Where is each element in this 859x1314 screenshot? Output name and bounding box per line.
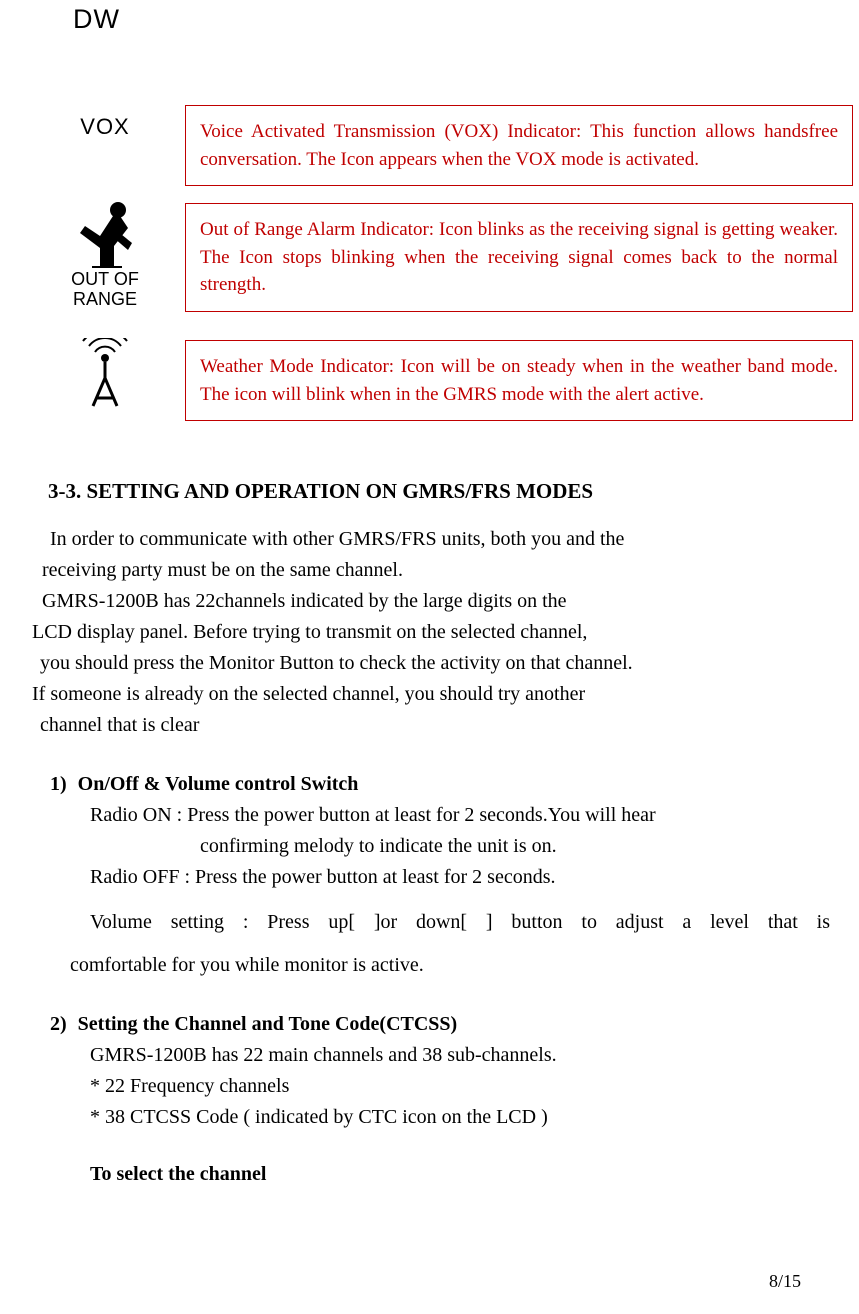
indicator-row-vox: VOX Voice Activated Transmission (VOX) I… [55, 105, 853, 186]
item2-line-2: * 22 Frequency channels [90, 1071, 822, 1102]
document-page: DW VOX Voice Activated Transmission (VOX… [0, 0, 859, 1314]
dw-label: DW [73, 0, 120, 39]
item1-line-3: Radio OFF : Press the power button at le… [90, 862, 822, 893]
section-heading: 3-3. SETTING AND OPERATION ON GMRS/FRS M… [48, 476, 593, 506]
intro-line-1: In order to communicate with other GMRS/… [50, 524, 822, 555]
vox-icon-block: VOX [55, 105, 155, 143]
person-signal-icon [70, 198, 140, 268]
intro-line-5: you should press the Monitor Button to c… [40, 648, 822, 679]
intro-line-6: If someone is already on the selected ch… [32, 679, 822, 710]
item1-volume-line-2: comfortable for you while monitor is act… [70, 950, 822, 981]
vox-icon: VOX [80, 111, 129, 143]
vox-description-box: Voice Activated Transmission (VOX) Indic… [185, 105, 853, 186]
intro-line-7: channel that is clear [40, 710, 822, 741]
weather-icon-block [55, 338, 155, 410]
out-of-range-label-line2: RANGE [73, 289, 137, 309]
intro-line-4: LCD display panel. Before trying to tran… [32, 617, 822, 648]
list-item-1: 1) On/Off & Volume control Switch Radio … [32, 769, 822, 981]
intro-line-2: receiving party must be on the same chan… [42, 555, 822, 586]
item2-number: 2) [50, 1009, 67, 1040]
section-body: In order to communicate with other GMRS/… [32, 524, 822, 1190]
page-number: 8/15 [769, 1268, 801, 1294]
out-of-range-label: OUT OF RANGE [71, 270, 139, 310]
select-channel-heading: To select the channel [90, 1159, 822, 1190]
out-of-range-label-line1: OUT OF [71, 269, 139, 289]
item2-title: Setting the Channel and Tone Code(CTCSS) [78, 1013, 458, 1035]
indicator-row-weather: Weather Mode Indicator: Icon will be on … [55, 338, 853, 421]
weather-description-box: Weather Mode Indicator: Icon will be on … [185, 340, 853, 421]
item1-line-2: confirming melody to indicate the unit i… [200, 831, 822, 862]
item1-line-1: Radio ON : Press the power button at lea… [90, 800, 822, 831]
item2-line-1: GMRS-1200B has 22 main channels and 38 s… [90, 1040, 822, 1071]
out-of-range-icon-block: OUT OF RANGE [55, 198, 155, 310]
indicator-row-out-of-range: OUT OF RANGE Out of Range Alarm Indicato… [55, 198, 853, 312]
item1-title: On/Off & Volume control Switch [78, 773, 359, 795]
intro-line-3: GMRS-1200B has 22channels indicated by t… [42, 586, 822, 617]
antenna-signal-icon [69, 338, 141, 410]
item2-line-3: * 38 CTCSS Code ( indicated by CTC icon … [90, 1102, 822, 1133]
out-of-range-description-box: Out of Range Alarm Indicator: Icon blink… [185, 203, 853, 312]
item1-number: 1) [50, 769, 67, 800]
item1-volume-line-1: Volume setting : Press up[ ]or down[ ] b… [90, 907, 830, 938]
list-item-2: 2) Setting the Channel and Tone Code(CTC… [32, 1009, 822, 1190]
